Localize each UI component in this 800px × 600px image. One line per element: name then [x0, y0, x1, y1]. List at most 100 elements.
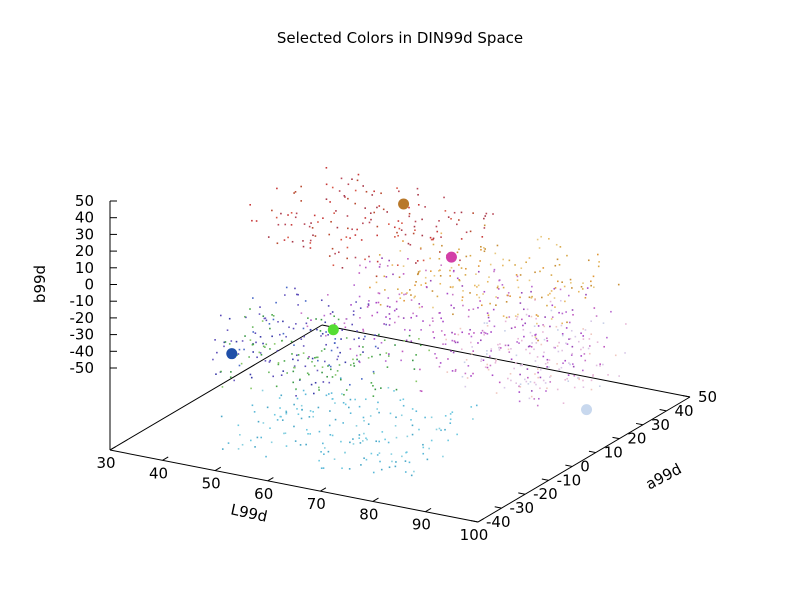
- cloud-point: [425, 285, 428, 288]
- cloud-point: [505, 316, 508, 319]
- cloud-point: [349, 441, 351, 444]
- cloud-point: [475, 404, 478, 407]
- cloud-point: [503, 386, 506, 389]
- cloud-point: [314, 381, 317, 384]
- cloud-point: [351, 228, 353, 231]
- cloud-point: [595, 315, 598, 317]
- cloud-point: [292, 358, 294, 361]
- cloud-point: [527, 376, 529, 379]
- cloud-point: [316, 328, 318, 331]
- cloud-point: [401, 350, 404, 353]
- cloud-point: [450, 350, 452, 352]
- cloud-point: [481, 329, 484, 332]
- cloud-point: [272, 375, 275, 378]
- cloud-point: [535, 383, 537, 386]
- cloud-point: [302, 245, 305, 248]
- cloud-point: [462, 290, 464, 292]
- cloud-point: [343, 322, 346, 325]
- cloud-point: [349, 364, 352, 366]
- cloud-point: [385, 316, 387, 318]
- cloud-point: [582, 335, 585, 337]
- cloud-point: [368, 300, 370, 302]
- cloud-point: [277, 362, 280, 364]
- cloud-point: [508, 351, 511, 353]
- cloud-point: [484, 248, 486, 250]
- cloud-point: [307, 432, 309, 435]
- cloud-point: [508, 316, 511, 318]
- cloud-point: [432, 238, 434, 241]
- cloud-point: [297, 293, 299, 296]
- cloud-point: [303, 223, 306, 225]
- cloud-point: [439, 251, 441, 253]
- cloud-point: [381, 431, 384, 433]
- cloud-point: [408, 215, 411, 218]
- cloud-point: [497, 297, 499, 299]
- cloud-point: [593, 286, 595, 289]
- cloud-point: [294, 287, 296, 290]
- cloud-point: [429, 257, 431, 260]
- cloud-point: [486, 333, 489, 335]
- cloud-point: [404, 471, 407, 473]
- cloud-point: [331, 376, 334, 378]
- cloud-point: [415, 410, 418, 413]
- cloud-point: [311, 360, 313, 363]
- cloud-point: [546, 340, 549, 342]
- cloud-point: [334, 402, 336, 404]
- cloud-point: [259, 336, 262, 338]
- cloud-point: [483, 322, 486, 324]
- cloud-point: [364, 217, 367, 219]
- cloud-point: [499, 347, 502, 349]
- cloud-point: [281, 339, 284, 342]
- cloud-point: [349, 237, 351, 239]
- cloud-point: [592, 374, 594, 376]
- cloud-point: [443, 196, 445, 199]
- cloud-point: [519, 373, 521, 376]
- cloud-point: [250, 387, 252, 390]
- cloud-point: [438, 312, 440, 314]
- cloud-point: [504, 330, 506, 332]
- cloud-point: [486, 353, 488, 355]
- cloud-point: [279, 415, 282, 418]
- cloud-point: [238, 364, 241, 367]
- cloud-point: [304, 300, 307, 302]
- x-tick-label: 90: [412, 516, 431, 534]
- cloud-point: [477, 265, 480, 267]
- cloud-point: [300, 200, 303, 202]
- cloud-point: [363, 419, 365, 422]
- selected-color-point: [581, 404, 593, 416]
- cloud-point: [568, 338, 570, 340]
- cloud-point: [367, 423, 370, 425]
- cloud-point: [258, 351, 261, 354]
- cloud-point: [447, 216, 450, 218]
- cloud-point: [323, 447, 326, 449]
- cloud-point: [521, 364, 523, 367]
- cloud-point: [380, 192, 382, 195]
- cloud-point: [361, 378, 363, 380]
- cloud-point: [272, 318, 275, 321]
- cloud-point: [418, 306, 421, 309]
- cloud-point: [350, 304, 352, 306]
- cloud-point: [607, 374, 609, 376]
- cloud-point: [419, 389, 422, 392]
- cloud-point: [293, 344, 295, 346]
- cloud-point: [514, 264, 516, 266]
- cloud-point: [458, 279, 461, 282]
- cloud-point: [330, 392, 333, 394]
- cloud-point: [562, 362, 564, 365]
- cloud-point: [338, 190, 341, 192]
- cloud-point: [443, 334, 446, 336]
- cloud-point: [590, 284, 592, 287]
- cloud-point: [596, 253, 599, 256]
- cloud-point: [462, 304, 464, 307]
- cloud-point: [582, 338, 585, 340]
- cloud-point: [389, 306, 391, 308]
- x-tick: [320, 487, 327, 492]
- cloud-point: [285, 412, 288, 415]
- y-tick: [541, 478, 549, 481]
- cloud-point: [415, 281, 417, 283]
- cloud-point: [368, 255, 370, 258]
- cloud-point: [256, 356, 258, 359]
- cloud-point: [375, 281, 378, 284]
- z-tick-label: -10: [70, 292, 95, 310]
- cloud-point: [430, 416, 433, 419]
